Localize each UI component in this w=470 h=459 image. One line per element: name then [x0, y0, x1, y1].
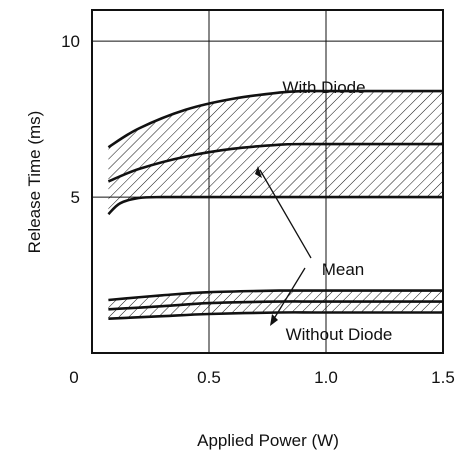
x-tick-label-2: 1.0 — [314, 368, 338, 387]
x-tick-label-0: 0 — [69, 368, 78, 387]
curve-with-diode-lower — [108, 197, 443, 214]
annotation-without-diode: Without Diode — [286, 325, 393, 344]
band-with-diode — [108, 91, 443, 214]
x-tick-label-1: 0.5 — [197, 368, 221, 387]
y-ticks: 5 10 — [61, 32, 80, 207]
y-tick-label-0: 5 — [71, 188, 80, 207]
annotation-with-diode: With Diode — [282, 78, 365, 97]
x-ticks: 0 0.5 1.0 1.5 — [69, 368, 455, 387]
mean-arrowhead-lower — [270, 314, 278, 326]
annotation-mean: Mean — [322, 260, 365, 279]
x-axis-label: Applied Power (W) — [197, 431, 339, 450]
y-tick-label-1: 10 — [61, 32, 80, 51]
y-axis-label: Release Time (ms) — [25, 111, 44, 254]
hatched-bands — [108, 91, 443, 319]
x-tick-label-3: 1.5 — [431, 368, 455, 387]
